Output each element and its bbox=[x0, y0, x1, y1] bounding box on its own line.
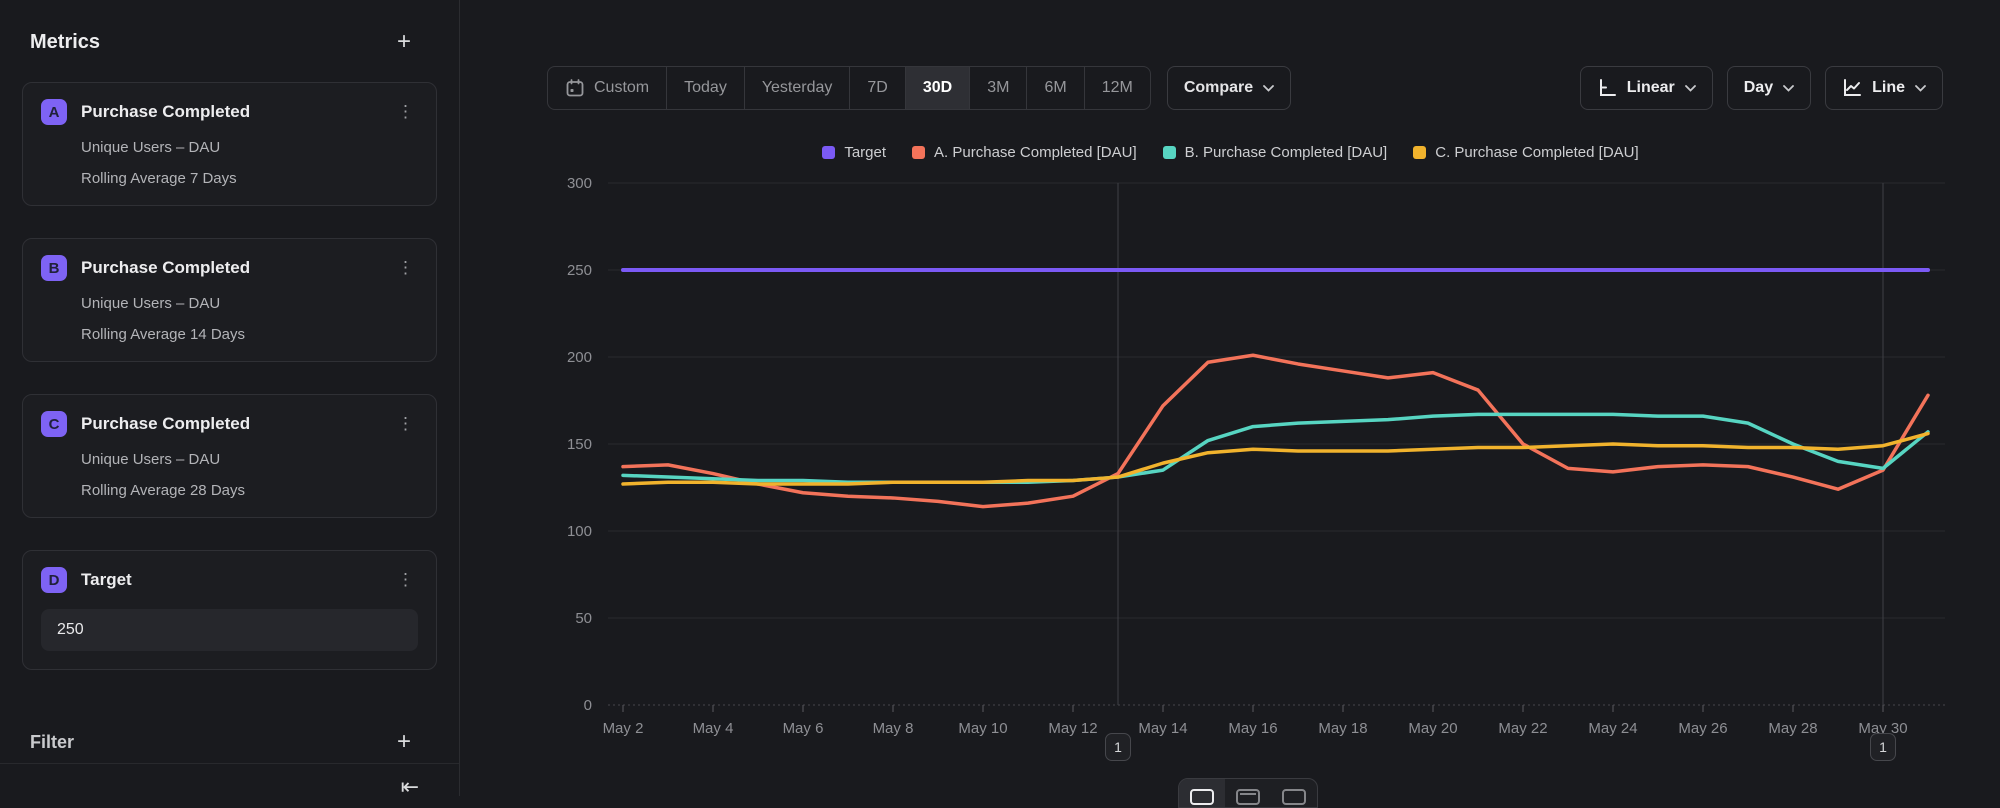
scale-label: Linear bbox=[1627, 79, 1675, 97]
y-tick-label: 0 bbox=[584, 697, 592, 714]
sidebar-title: Metrics bbox=[30, 31, 100, 54]
toolbar-right-group: Linear Day Line bbox=[1580, 66, 1943, 110]
x-tick-label: May 24 bbox=[1588, 720, 1637, 737]
compare-button[interactable]: Compare bbox=[1167, 66, 1291, 110]
chart-toolbar: CustomTodayYesterday7D30D3M6M12M Compare… bbox=[547, 66, 1943, 110]
view-details-button[interactable] bbox=[1271, 779, 1317, 807]
scale-dropdown[interactable]: Linear bbox=[1580, 66, 1713, 110]
add-metric-button[interactable]: + bbox=[397, 30, 411, 54]
filter-section: Filter + bbox=[0, 726, 459, 758]
metric-letter-badge: C bbox=[41, 411, 67, 437]
chart-plot-area[interactable]: 0 50 100 150 200 250 300 May 2 May 4 May 6 May 8 Ma… bbox=[461, 120, 2000, 780]
range-3m[interactable]: 3M bbox=[969, 67, 1026, 109]
metric-measure: Unique Users – DAU bbox=[81, 139, 418, 156]
range-yesterday[interactable]: Yesterday bbox=[744, 67, 850, 109]
compare-label: Compare bbox=[1184, 79, 1253, 97]
x-tick-label: May 16 bbox=[1228, 720, 1277, 737]
chart-panel: CustomTodayYesterday7D30D3M6M12M Compare… bbox=[461, 0, 2000, 796]
x-tick-label: May 4 bbox=[693, 720, 734, 737]
x-tick-label: May 14 bbox=[1138, 720, 1187, 737]
metric-title: Target bbox=[81, 570, 393, 590]
y-tick-label: 100 bbox=[567, 523, 592, 540]
chevron-down-icon bbox=[1915, 85, 1926, 92]
view-chart-button[interactable] bbox=[1179, 779, 1225, 807]
metric-measure: Unique Users – DAU bbox=[81, 295, 418, 312]
metric-letter-badge: A bbox=[41, 99, 67, 125]
y-tick-label: 250 bbox=[567, 262, 592, 279]
metric-card-c[interactable]: C Purchase Completed⋮ Unique Users – DAU Ro… bbox=[22, 394, 437, 518]
metric-card-d[interactable]: D Target⋮ bbox=[22, 550, 437, 670]
x-tick-label: May 22 bbox=[1498, 720, 1547, 737]
table-view-icon bbox=[1236, 789, 1260, 805]
add-filter-button[interactable]: + bbox=[397, 730, 411, 754]
kebab-menu-icon[interactable]: ⋮ bbox=[393, 103, 418, 121]
kebab-menu-icon[interactable]: ⋮ bbox=[393, 259, 418, 277]
chevron-down-icon bbox=[1263, 85, 1274, 92]
kebab-menu-icon[interactable]: ⋮ bbox=[393, 571, 418, 589]
granularity-dropdown[interactable]: Day bbox=[1727, 66, 1811, 110]
x-tick-label: May 18 bbox=[1318, 720, 1367, 737]
range-12m[interactable]: 12M bbox=[1084, 67, 1150, 109]
x-tick-label: May 8 bbox=[873, 720, 914, 737]
x-tick-label: May 26 bbox=[1678, 720, 1727, 737]
range-7d[interactable]: 7D bbox=[849, 67, 904, 109]
metric-transform: Rolling Average 14 Days bbox=[81, 326, 418, 343]
sidebar-header: Metrics + bbox=[0, 0, 459, 56]
annotation-badge[interactable]: 1 bbox=[1870, 733, 1896, 761]
y-tick-label: 50 bbox=[575, 610, 592, 627]
range-6m[interactable]: 6M bbox=[1026, 67, 1083, 109]
x-tick-label: May 6 bbox=[783, 720, 824, 737]
linear-axis-icon bbox=[1597, 78, 1617, 98]
metric-transform: Rolling Average 28 Days bbox=[81, 482, 418, 499]
metric-transform: Rolling Average 7 Days bbox=[81, 170, 418, 187]
metrics-sidebar: Metrics + APurchase Completed⋮Unique Use… bbox=[0, 0, 460, 796]
chevron-down-icon bbox=[1783, 85, 1794, 92]
sidebar-divider bbox=[0, 763, 459, 764]
x-tick-label: May 28 bbox=[1768, 720, 1817, 737]
metric-title: Purchase Completed bbox=[81, 258, 393, 278]
kebab-menu-icon[interactable]: ⋮ bbox=[393, 415, 418, 433]
chart-type-dropdown[interactable]: Line bbox=[1825, 66, 1943, 110]
x-tick-label: May 10 bbox=[958, 720, 1007, 737]
x-tick-label: May 12 bbox=[1048, 720, 1097, 737]
granularity-label: Day bbox=[1744, 79, 1773, 97]
metric-card-b[interactable]: B Purchase Completed⋮ Unique Users – DAU Ro… bbox=[22, 238, 437, 362]
calendar-icon bbox=[565, 78, 585, 98]
chart-view-icon bbox=[1190, 789, 1214, 805]
range-custom[interactable]: Custom bbox=[548, 67, 666, 109]
line-chart-icon bbox=[1842, 78, 1862, 98]
x-tick-label: May 2 bbox=[603, 720, 644, 737]
metric-letter-badge: B bbox=[41, 255, 67, 281]
target-value-input[interactable] bbox=[41, 609, 418, 651]
filter-label: Filter bbox=[30, 732, 74, 753]
chart-type-label: Line bbox=[1872, 79, 1905, 97]
collapse-sidebar-icon[interactable]: ⇤ bbox=[401, 774, 419, 800]
range-30d[interactable]: 30D bbox=[905, 67, 969, 109]
metric-measure: Unique Users – DAU bbox=[81, 451, 418, 468]
y-tick-label: 200 bbox=[567, 349, 592, 366]
range-today[interactable]: Today bbox=[666, 67, 744, 109]
metric-card-list: APurchase Completed⋮Unique Users – DAURo… bbox=[0, 82, 459, 670]
details-view-icon bbox=[1282, 789, 1306, 805]
metric-letter-badge: D bbox=[41, 567, 67, 593]
view-table-button[interactable] bbox=[1225, 779, 1271, 807]
metric-title: Purchase Completed bbox=[81, 102, 393, 122]
y-tick-label: 150 bbox=[567, 436, 592, 453]
metric-card-a[interactable]: A Purchase Completed⋮ Unique Users – DAU Ro… bbox=[22, 82, 437, 206]
series-line bbox=[623, 434, 1928, 484]
metric-title: Purchase Completed bbox=[81, 414, 393, 434]
toolbar-left-group: CustomTodayYesterday7D30D3M6M12M Compare bbox=[547, 66, 1291, 110]
x-tick-label: May 20 bbox=[1408, 720, 1457, 737]
view-switcher bbox=[1178, 778, 1318, 808]
annotation-badge[interactable]: 1 bbox=[1105, 733, 1131, 761]
y-tick-label: 300 bbox=[567, 175, 592, 192]
date-range-control: CustomTodayYesterday7D30D3M6M12M bbox=[547, 66, 1151, 110]
line-chart[interactable]: 0 50 100 150 200 250 300 May 2 May 4 May 6 May 8 Ma… bbox=[461, 120, 2000, 780]
chevron-down-icon bbox=[1685, 85, 1696, 92]
